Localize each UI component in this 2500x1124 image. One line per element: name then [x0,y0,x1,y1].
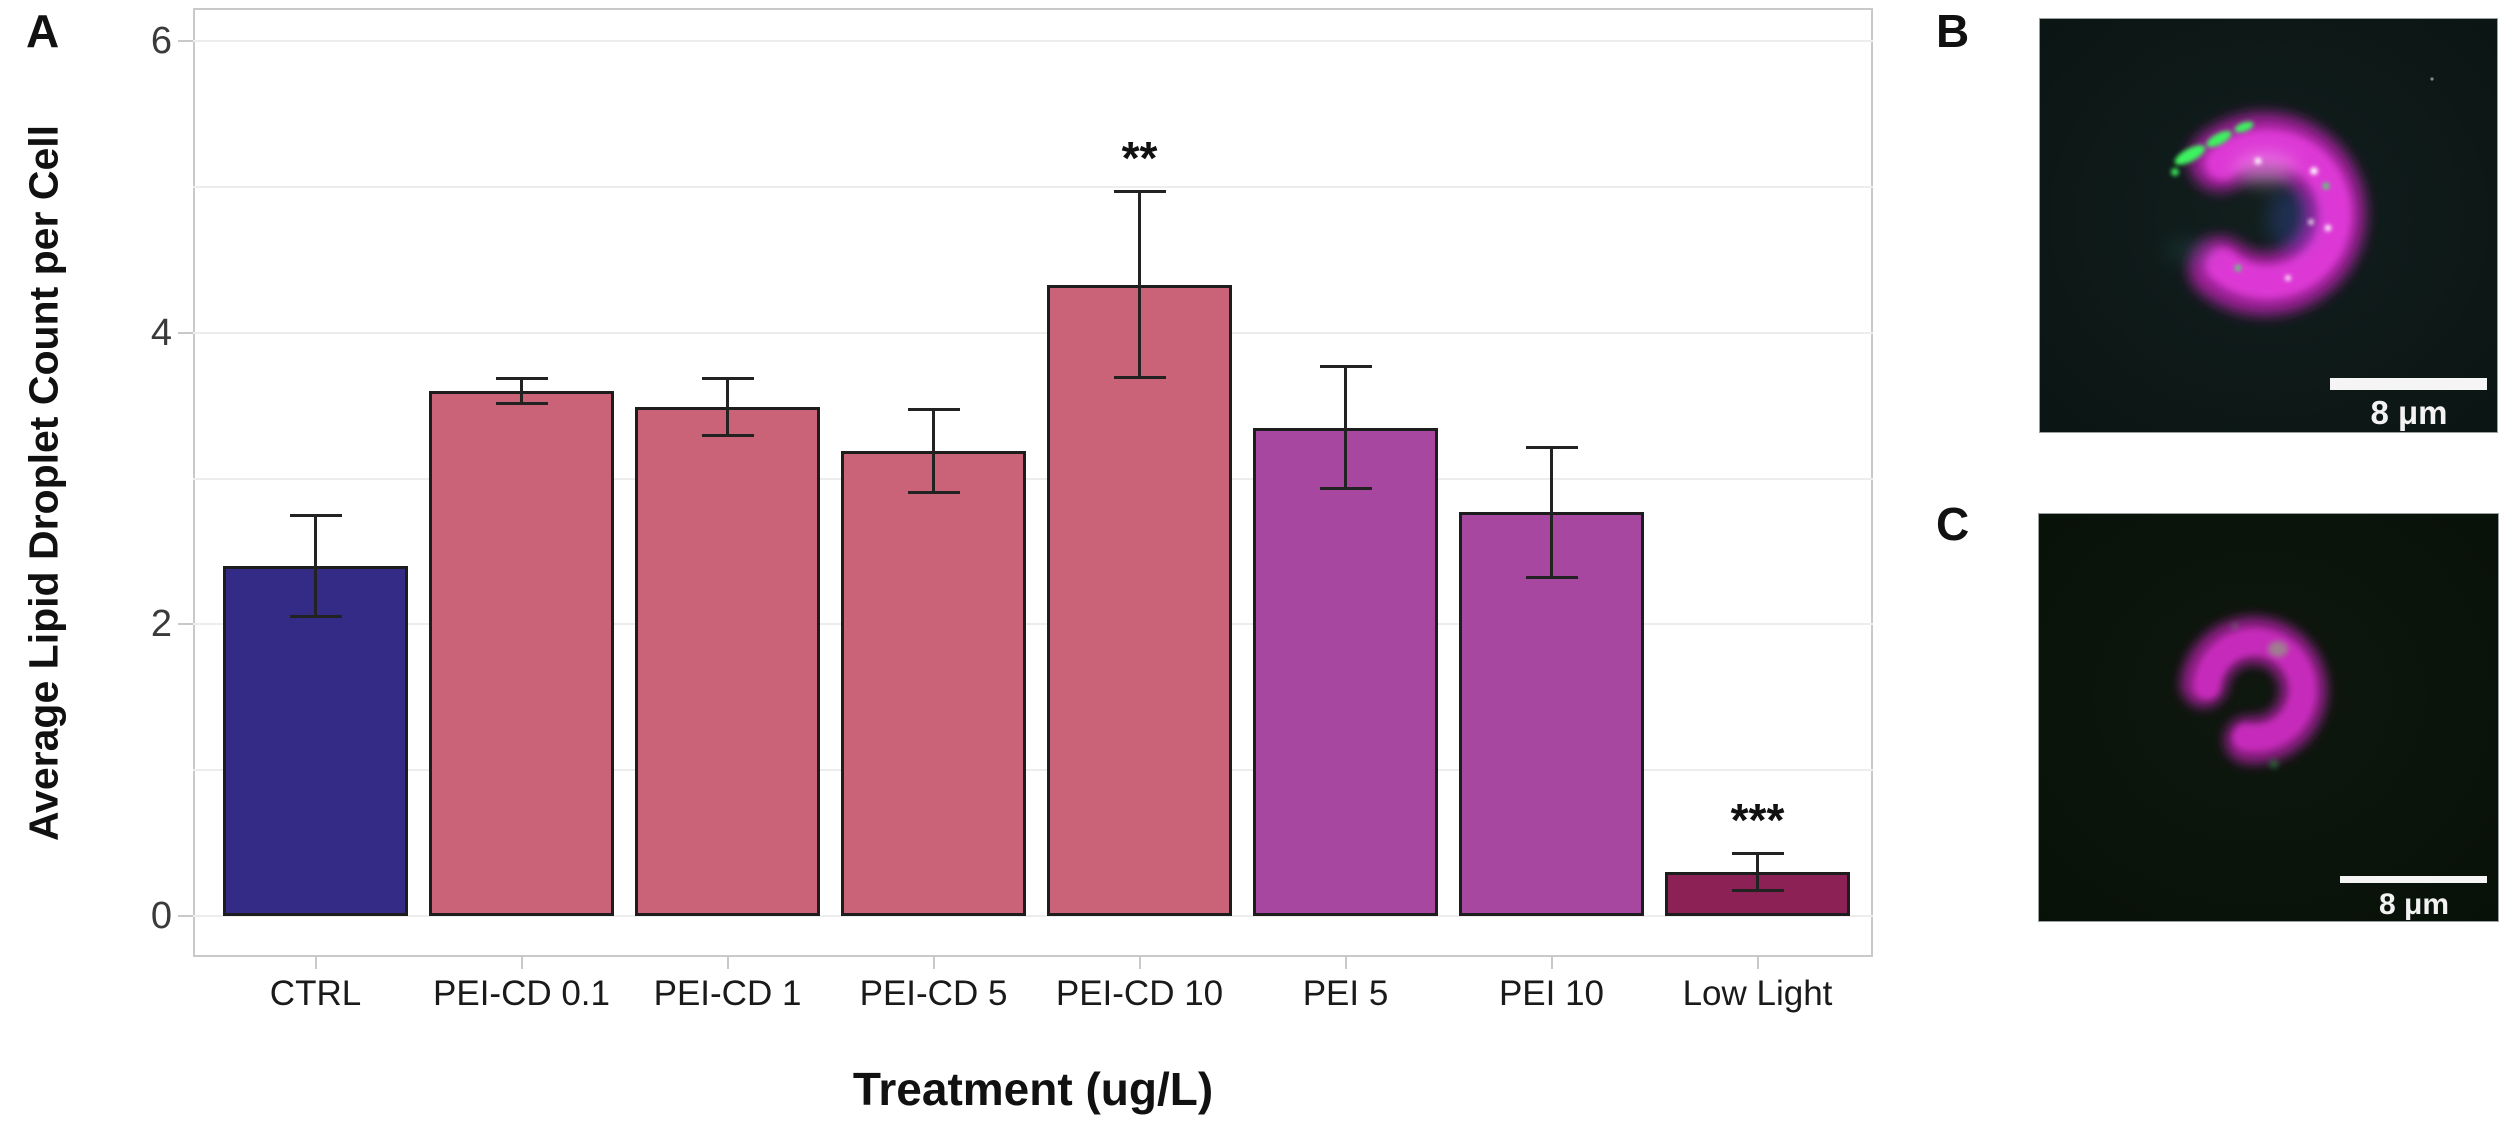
error-bar-cap-top [1525,445,1578,449]
x-tick-label: PEI-CD 5 [859,974,1008,1013]
x-tick-label: PEI-CD 10 [1055,974,1224,1013]
bar-pei-cd-5 [841,450,1026,916]
error-bar-cap-bottom [1113,375,1166,379]
error-bar-line [932,408,935,494]
gridline-y3 [193,477,1873,480]
y-tick-label: 2 [150,603,172,646]
scale-bar-b-label: 8 μm [2370,394,2448,431]
bar-pei-cd-1 [635,407,820,916]
micrograph-b-background [2040,19,2497,432]
cell-crescent-b [2164,113,2366,315]
y-tick-label: 4 [150,311,172,354]
bar-pei-cd-10 [1047,284,1232,916]
error-bar-line [314,515,317,618]
bar-chart-plot-area: ** *** [193,8,1873,957]
micrograph-b-image [2040,19,2497,432]
error-bar-line [1550,446,1553,578]
micrograph-c [2038,513,2499,922]
error-bar-line [1138,191,1141,378]
x-tick-label: Low Light [1682,974,1833,1013]
x-tick [726,957,729,969]
y-tick [178,623,193,626]
error-bar-cap-bottom [907,491,960,495]
x-tick [314,957,317,969]
x-tick-label: CTRL [269,974,362,1013]
panel-b-label: B [1936,5,1970,57]
error-bar-cap-top [1731,852,1784,856]
y-tick [178,915,193,917]
error-bar-cap-bottom [1731,889,1784,893]
error-bar-line [1344,366,1347,489]
x-tick [1550,957,1553,969]
error-bar-cap-top [495,376,548,380]
x-axis-title: Treatment (ug/L) [852,1063,1214,1115]
panel-a-label: A [26,5,60,57]
y-axis-title: Average Lipid Droplet Count per Cell [20,124,67,842]
error-bar-cap-bottom [1525,575,1578,579]
error-bar-cap-top [289,514,342,518]
x-tick-label: PEI-CD 1 [653,974,802,1013]
bar-pei-cd-0-1 [429,391,614,916]
error-bar-line [520,377,523,405]
x-tick [1344,957,1347,969]
scale-bar-c [2340,876,2487,883]
bar-pei-10 [1459,512,1644,916]
panel-c-label: C [1936,498,1970,550]
lipid-droplets-b [2254,77,2434,281]
y-tick [178,40,193,43]
scale-bar-c-label: 8 μm [2378,888,2450,921]
error-bar-cap-bottom [1319,486,1372,490]
error-bar-line [1756,853,1759,892]
x-tick-label: PEI 5 [1302,974,1389,1013]
error-bar-cap-bottom [289,615,342,619]
x-tick [932,957,935,969]
gridline-y1 [193,769,1873,772]
x-tick [1138,957,1141,969]
error-bar-cap-bottom [701,434,754,438]
micrograph-c-image [2039,514,2498,921]
bar-ctrl [223,566,408,916]
x-tick-label: PEI-CD 0.1 [433,974,610,1013]
x-tick [1756,957,1759,969]
error-bar-cap-top [907,407,960,411]
error-bar-cap-top [1319,365,1372,369]
gridline-y0 [193,915,1873,917]
x-tick-label: PEI 10 [1498,974,1605,1013]
error-bar-cap-top [701,376,754,380]
error-bar-line [726,377,729,437]
gridline-y2 [193,623,1873,626]
green-fluorescence-b [2171,121,2330,272]
gridline-y5 [193,186,1873,188]
gridline-y6 [193,40,1873,43]
error-bar-cap-bottom [495,402,548,406]
bar-pei-5 [1253,427,1438,916]
error-bar-cap-top [1113,190,1166,194]
significance-marker: *** [1730,794,1785,847]
cell-crescent-c [2181,617,2327,769]
scale-bar-b [2330,378,2487,390]
x-tick [520,957,523,969]
y-tick-label: 0 [150,895,172,937]
y-tick-label: 6 [150,20,172,63]
micrograph-b [2039,18,2498,433]
significance-marker: ** [1121,132,1158,185]
gridline-y4 [193,331,1873,334]
y-tick [178,331,193,334]
